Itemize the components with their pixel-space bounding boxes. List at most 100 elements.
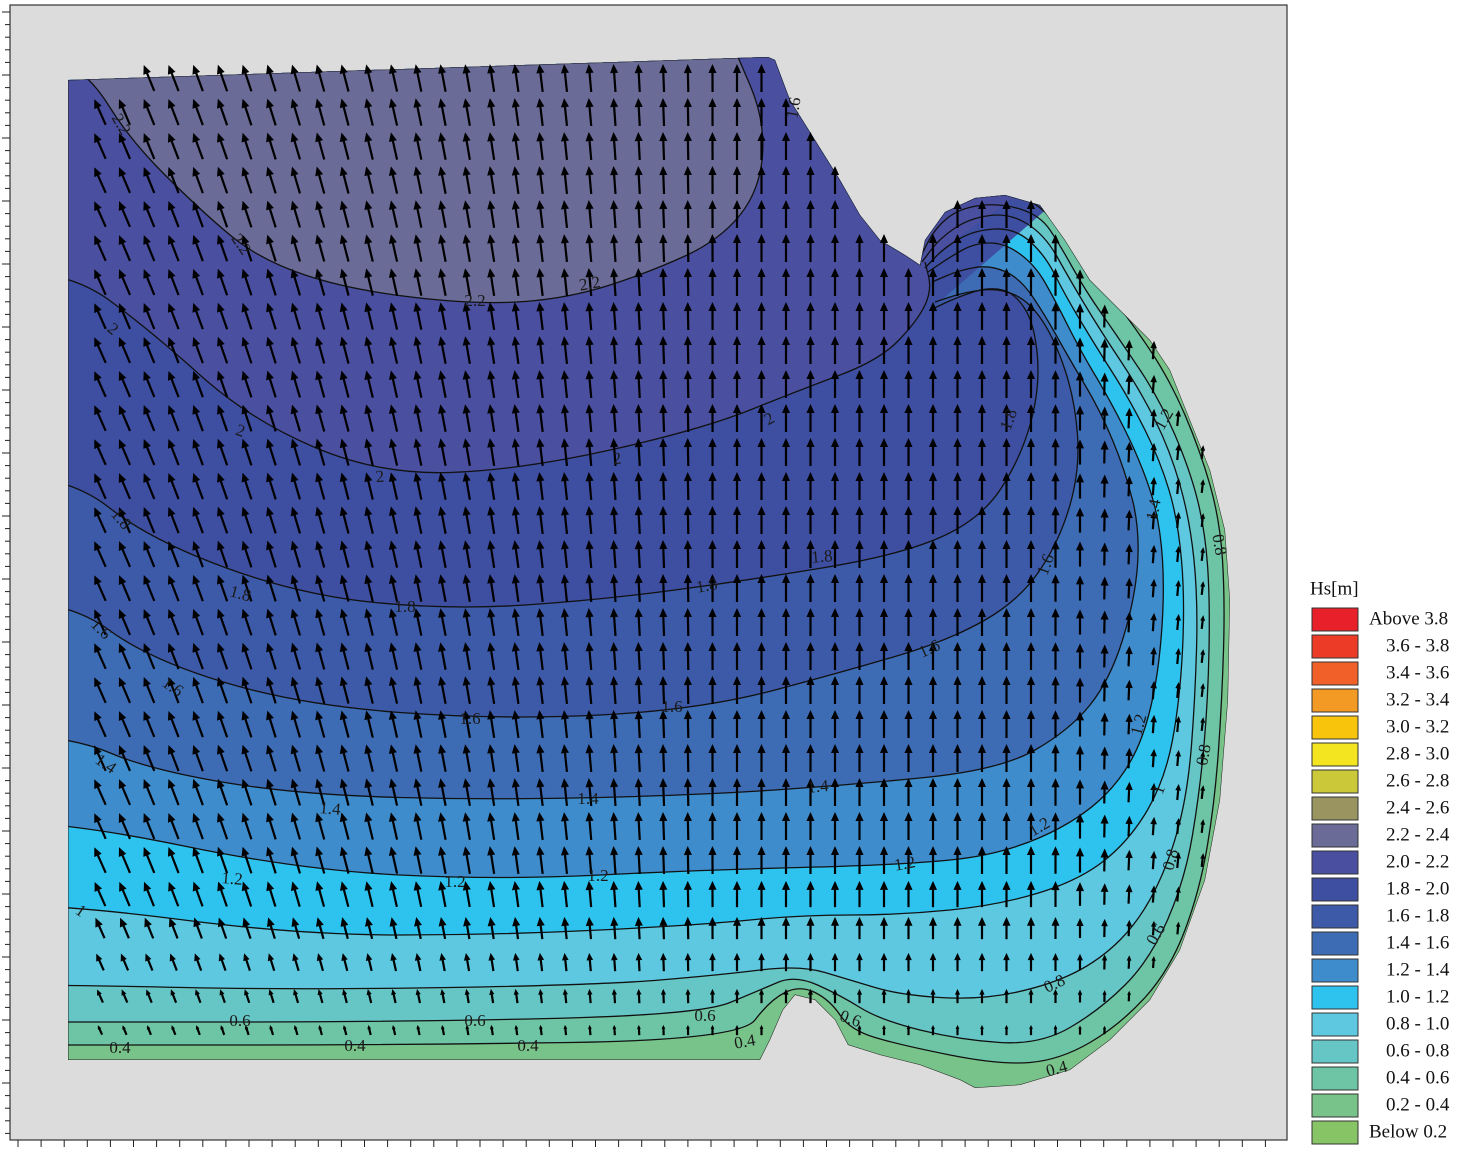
vector-head [241, 778, 250, 789]
vector-head [977, 710, 987, 719]
vector-head [487, 98, 496, 108]
vector-head [290, 506, 299, 517]
vector-head [118, 439, 127, 449]
vector-head [366, 989, 372, 996]
vector-head [217, 472, 225, 483]
vector-head [290, 574, 299, 585]
vector-head [732, 132, 742, 141]
vector-head [1002, 916, 1011, 926]
vector-head [904, 880, 913, 890]
vector-head [953, 268, 962, 277]
vector-head [315, 98, 324, 109]
vector-head [610, 438, 619, 448]
vector-head [560, 846, 570, 856]
vector-head [904, 302, 913, 311]
vector-head [585, 302, 594, 312]
vector-head [879, 234, 889, 243]
vector-head [855, 676, 864, 685]
vector-head [1200, 547, 1206, 553]
vector-head [462, 744, 471, 754]
vector-head [1150, 714, 1157, 723]
vector-head [806, 540, 815, 549]
contour-label: 0.4 [517, 1036, 539, 1055]
vector-head [560, 98, 570, 108]
vector-head [634, 302, 643, 312]
vector-head [266, 370, 274, 381]
vector-head [1026, 812, 1036, 821]
vector-head [167, 676, 176, 687]
vector-head [1075, 609, 1085, 619]
vector-head [438, 881, 447, 891]
vector-head [1075, 779, 1085, 789]
vector-head [708, 472, 717, 482]
vector-head [462, 438, 471, 448]
legend-label: 1.8 - 2.0 [1386, 878, 1449, 899]
vector-head [364, 881, 373, 891]
vector-head [266, 438, 274, 449]
contour-label: 1.2 [893, 852, 917, 874]
vector-head [659, 404, 668, 414]
vector-head [1075, 711, 1085, 721]
vector-head [708, 404, 717, 414]
vector-head [563, 1024, 568, 1030]
vector-head [94, 473, 102, 484]
vector-head [438, 506, 447, 516]
vector-head [194, 953, 201, 962]
vector-head [708, 370, 717, 380]
vector-head [192, 744, 201, 755]
vector-head [241, 710, 250, 721]
vector-head [905, 952, 912, 961]
vector-head [217, 268, 225, 279]
vector-head [1002, 540, 1011, 549]
vector-head [781, 370, 791, 379]
vector-head [585, 846, 594, 856]
vector-head [1026, 880, 1036, 890]
vector-head [610, 268, 619, 278]
vector-head [757, 64, 766, 73]
vector-head [830, 200, 840, 209]
vector-head [364, 506, 373, 517]
vector-head [1150, 850, 1157, 859]
vector-head [290, 812, 299, 823]
vector-head [511, 608, 520, 618]
vector-head [266, 166, 274, 177]
vector-head [266, 472, 274, 483]
vector-head [953, 302, 962, 311]
vector-head [1125, 339, 1133, 349]
vector-head [365, 917, 373, 927]
vector-head [732, 778, 742, 787]
vector-head [192, 812, 201, 823]
vector-head [1150, 782, 1157, 791]
vector-head [1125, 509, 1133, 519]
vector-head [830, 744, 840, 753]
contour-label: 0.8 [1159, 847, 1183, 872]
vector-head [560, 64, 570, 74]
vector-head [977, 438, 987, 447]
vector-head [977, 916, 987, 926]
vector-head [143, 541, 151, 551]
vector-head [118, 337, 127, 347]
vector-head [143, 99, 151, 109]
vector-head [757, 676, 766, 685]
vector-head [121, 989, 127, 996]
vector-head [659, 98, 668, 108]
vector-head [928, 268, 938, 277]
vector-head [855, 438, 864, 447]
contour-label: 1.8 [228, 582, 253, 606]
vector-head [1151, 956, 1156, 961]
vector-head [855, 506, 864, 515]
vector-head [438, 846, 447, 856]
legend-swatch [1311, 1039, 1359, 1064]
vector-head [339, 268, 348, 279]
vector-head [732, 710, 742, 719]
vector-head [1175, 818, 1182, 825]
vector-head [610, 574, 619, 584]
vector-head [462, 302, 471, 312]
vector-head [536, 132, 545, 142]
vector-head [364, 608, 373, 619]
legend-swatch [1311, 1120, 1359, 1145]
vector-head [1100, 338, 1109, 348]
vector-head [708, 642, 717, 652]
vector-head [315, 166, 324, 177]
vector-head [1026, 916, 1036, 926]
